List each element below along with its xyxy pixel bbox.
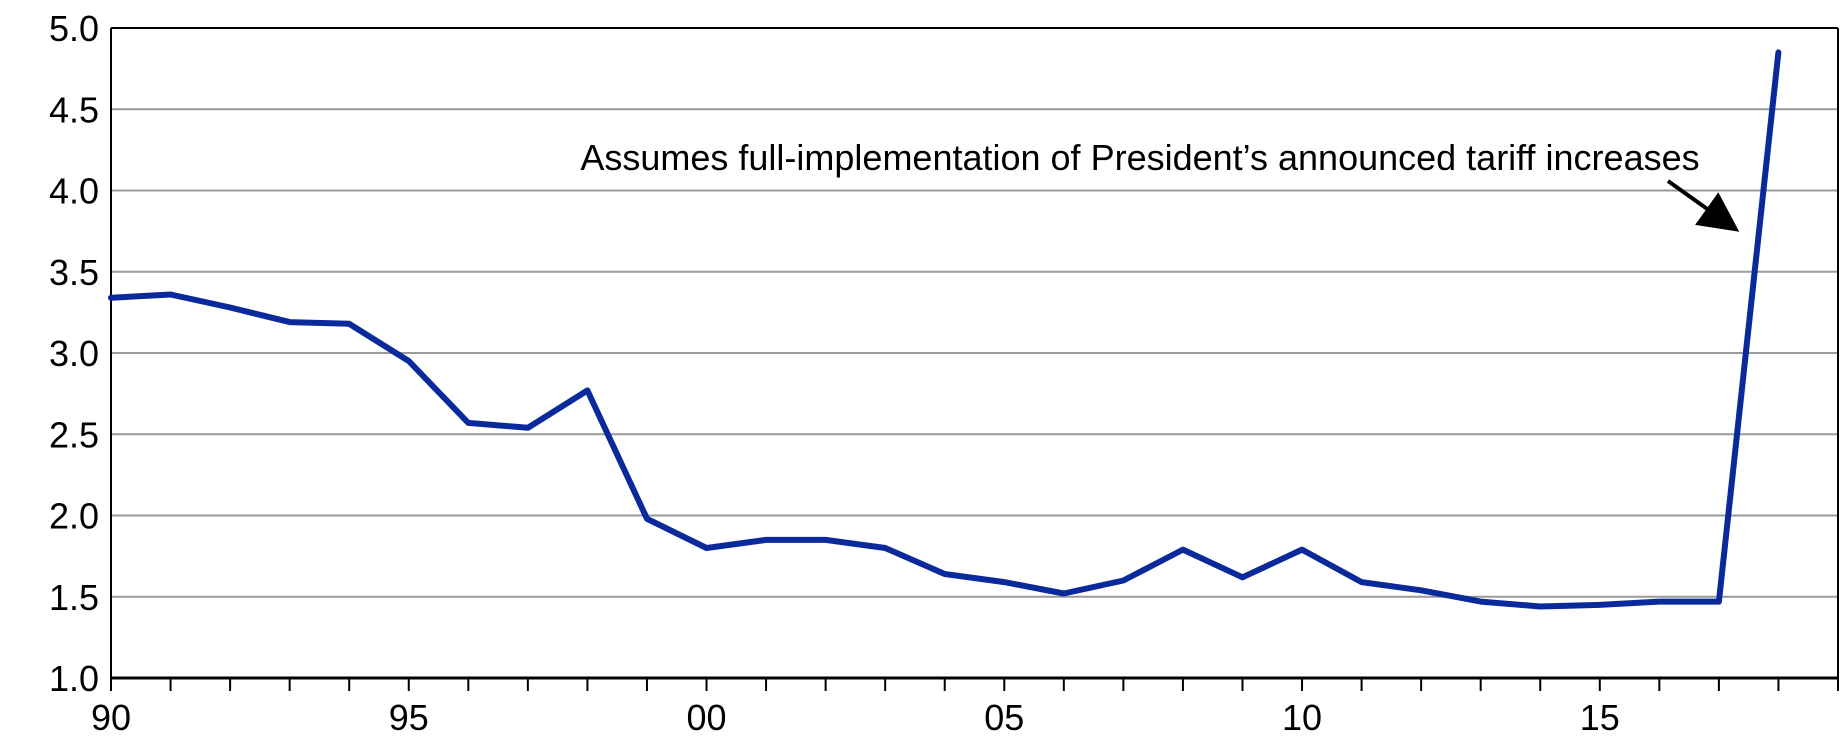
y-tick-label: 2.0 (49, 496, 99, 537)
y-tick-label: 3.5 (49, 252, 99, 293)
x-tick-label: 15 (1580, 697, 1620, 738)
x-tick-label: 90 (91, 697, 131, 738)
y-tick-label: 3.0 (49, 333, 99, 374)
y-tick-label: 1.5 (49, 577, 99, 618)
x-tick-label: 95 (389, 697, 429, 738)
annotations: Assumes full-implementation of President… (580, 137, 1740, 232)
annotation-arrow (1666, 179, 1740, 232)
y-tick-label: 2.5 (49, 414, 99, 455)
annotation-text: Assumes full-implementation of President… (580, 137, 1699, 178)
y-tick-label: 4.0 (49, 171, 99, 212)
y-tick-label: 5.0 (49, 8, 99, 49)
y-tick-label: 4.5 (49, 89, 99, 130)
x-tick-label: 00 (686, 697, 726, 738)
x-tick-label: 10 (1282, 697, 1322, 738)
grid (111, 27, 1838, 598)
axes: 1.0 1.5 2.0 2.5 3.0 3.5 4.0 4.5 5.0 90 95 00 05 10 15 (49, 8, 1839, 738)
series (108, 49, 1782, 610)
series-line (108, 49, 1782, 610)
x-tick-label: 05 (984, 697, 1024, 738)
y-tick-label: 1.0 (49, 658, 99, 699)
